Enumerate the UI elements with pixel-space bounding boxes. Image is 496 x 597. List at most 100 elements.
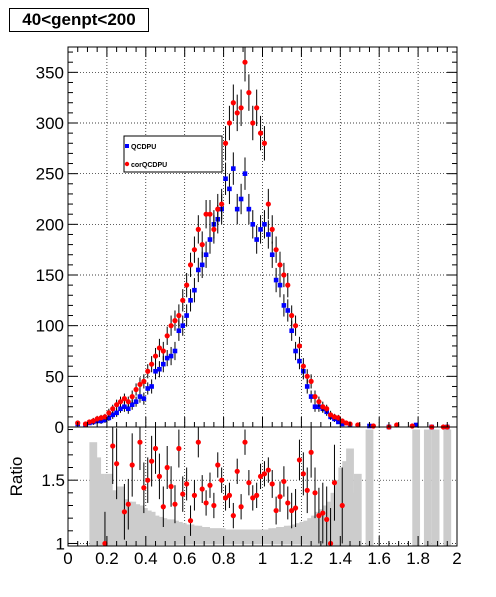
x-tick-label: 1.8 xyxy=(406,549,430,568)
data-point-corqcdpu xyxy=(327,412,334,418)
data-point-qcdpu xyxy=(196,267,201,273)
band-bar xyxy=(350,492,358,546)
data-point-qcdpu xyxy=(203,252,209,258)
ratio-point xyxy=(242,439,248,445)
data-point-qcdpu xyxy=(273,277,279,283)
ratio-point xyxy=(226,492,233,498)
data-point-corqcdpu xyxy=(320,404,326,410)
data-point-qcdpu xyxy=(137,394,143,399)
data-point-corqcdpu xyxy=(152,353,159,359)
data-point-qcdpu xyxy=(242,171,248,176)
top-plot-markers xyxy=(75,47,450,430)
data-point-corqcdpu xyxy=(261,140,268,146)
y-tick-label: 100 xyxy=(36,317,64,336)
data-point-qcdpu xyxy=(297,358,302,364)
ratio-tick-label: 1.5 xyxy=(41,471,65,490)
top-grid xyxy=(68,47,457,427)
band-bar xyxy=(252,529,261,545)
ratio-point xyxy=(316,513,322,519)
ratio-point xyxy=(324,516,330,523)
ratio-point xyxy=(308,449,314,455)
data-point-corqcdpu xyxy=(335,415,341,421)
ratio-point xyxy=(129,462,135,468)
data-point-corqcdpu xyxy=(172,318,178,324)
ratio-tick-label: 1 xyxy=(56,534,65,553)
data-point-corqcdpu xyxy=(133,386,139,393)
data-point-qcdpu xyxy=(413,422,419,428)
data-point-corqcdpu xyxy=(191,247,198,253)
x-tick-label: 1.4 xyxy=(328,549,352,568)
data-point-qcdpu xyxy=(266,232,271,237)
data-point-corqcdpu xyxy=(160,348,166,354)
ratio-point xyxy=(191,492,198,498)
data-point-qcdpu xyxy=(289,328,294,334)
data-point-corqcdpu xyxy=(90,418,96,424)
data-point-corqcdpu xyxy=(187,262,194,268)
x-tick-label: 0.6 xyxy=(173,549,197,568)
legend-label-qcdpu: QCDPU xyxy=(131,144,156,151)
legend-marker-corqcdpu xyxy=(124,161,130,167)
data-point-corqcdpu xyxy=(339,418,345,424)
data-point-corqcdpu xyxy=(238,105,244,111)
data-point-qcdpu xyxy=(246,206,252,212)
data-point-qcdpu xyxy=(145,386,151,391)
ratio-point xyxy=(207,482,213,488)
data-point-corqcdpu xyxy=(281,272,287,278)
data-point-qcdpu xyxy=(207,237,213,242)
data-point-qcdpu xyxy=(336,419,341,425)
data-point-qcdpu xyxy=(277,282,283,288)
data-point-corqcdpu xyxy=(308,378,314,384)
ratio-point xyxy=(292,505,299,511)
data-point-corqcdpu xyxy=(156,345,163,351)
data-point-corqcdpu xyxy=(370,423,376,429)
data-point-qcdpu xyxy=(184,313,189,318)
data-point-qcdpu xyxy=(250,222,256,227)
band-bar xyxy=(412,429,421,546)
data-point-corqcdpu xyxy=(114,402,120,408)
ratio-point xyxy=(160,504,166,510)
data-point-corqcdpu xyxy=(199,242,205,248)
ratio-point xyxy=(145,477,151,483)
ratio-point xyxy=(331,480,338,486)
data-point-qcdpu xyxy=(168,353,174,359)
ratio-point xyxy=(285,500,291,506)
band-bar xyxy=(353,473,362,546)
y-tick-label: 200 xyxy=(36,215,64,234)
data-point-corqcdpu xyxy=(394,422,400,428)
data-point-qcdpu xyxy=(339,421,345,427)
data-point-qcdpu xyxy=(312,404,318,410)
data-point-qcdpu xyxy=(164,355,170,361)
data-point-corqcdpu xyxy=(207,211,213,217)
ratio-point xyxy=(320,510,326,516)
y-tick-label: 300 xyxy=(36,114,64,133)
data-point-qcdpu xyxy=(223,176,228,182)
ratio-point xyxy=(156,473,163,479)
data-point-corqcdpu xyxy=(141,378,147,384)
data-point-corqcdpu xyxy=(254,105,260,111)
ratio-point xyxy=(277,494,283,500)
data-point-qcdpu xyxy=(192,287,197,293)
x-tick-label: 0 xyxy=(63,549,72,568)
data-point-qcdpu xyxy=(118,406,123,412)
x-tick-label: 0.2 xyxy=(95,549,119,568)
data-point-corqcdpu xyxy=(300,363,306,369)
data-point-corqcdpu xyxy=(296,343,303,349)
ratio-point xyxy=(164,464,170,471)
y-tick-label: 50 xyxy=(45,367,64,386)
band-bar xyxy=(283,525,292,545)
ratio-point xyxy=(234,468,240,474)
ratio-point xyxy=(230,513,236,519)
band-bar xyxy=(443,429,452,546)
data-point-corqcdpu xyxy=(331,414,338,420)
data-point-corqcdpu xyxy=(125,399,131,405)
data-point-qcdpu xyxy=(188,298,193,303)
data-point-qcdpu xyxy=(258,227,263,232)
data-point-corqcdpu xyxy=(242,59,248,65)
data-point-corqcdpu xyxy=(137,381,143,388)
data-point-qcdpu xyxy=(141,396,147,401)
data-point-qcdpu xyxy=(125,406,131,412)
ratio-point xyxy=(257,473,264,479)
data-point-corqcdpu xyxy=(226,120,233,126)
ratio-point xyxy=(184,481,190,487)
x-tick-label: 0.8 xyxy=(212,549,236,568)
